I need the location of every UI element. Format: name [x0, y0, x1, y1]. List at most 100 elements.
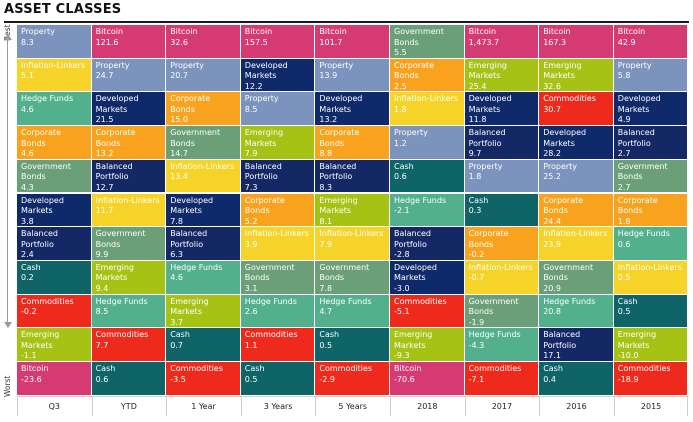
- cell-value: 13.2: [319, 115, 338, 125]
- cell-cash: Cash 0.5: [613, 294, 689, 329]
- cell-commodities: Commodities -2.9: [315, 362, 390, 396]
- cell-label: Inflation-Linkers: [170, 161, 235, 171]
- cell-label: Government Bonds: [617, 161, 668, 182]
- cell-label: Corporate Bonds: [170, 94, 211, 114]
- cell-label: Emerging Markets: [21, 330, 60, 350]
- cell-property: Property 5.8: [613, 58, 689, 93]
- cell-label: Bitcoin: [244, 27, 273, 36]
- cell-label: Emerging Markets: [468, 60, 507, 81]
- cell-value: -1.1: [21, 351, 37, 361]
- cell-value: 4.6: [21, 104, 34, 114]
- cell-label: Government Bonds: [95, 229, 146, 249]
- cell-value: -0.7: [468, 273, 485, 283]
- cell-inflation-linkers: Inflation-Linkers 11.7: [91, 193, 167, 228]
- up-arrow-icon: [4, 34, 12, 40]
- cell-label: Inflation-Linkers: [244, 229, 309, 239]
- cell-label: Emerging Markets: [244, 128, 284, 148]
- cell-value: 14.7: [170, 149, 188, 159]
- cell-value: 20.7: [170, 71, 188, 81]
- cell-value: 8.8: [319, 149, 333, 159]
- cell-emerging-markets: Emerging Markets -10.0: [613, 328, 689, 362]
- cell-label: Commodities: [617, 364, 671, 373]
- cell-inflation-linkers: Inflation-Linkers 3.9: [240, 227, 316, 261]
- cell-value: 0.2: [21, 273, 34, 283]
- cell-value: 1,473.7: [468, 37, 500, 47]
- cell-value: 11.7: [95, 206, 114, 215]
- cell-label: Inflation-Linkers: [468, 262, 533, 272]
- cell-bitcoin: Bitcoin 167.3: [539, 25, 614, 59]
- cell-value: -10.0: [617, 351, 639, 361]
- cell-corporate-bonds: Corporate Bonds 5.2: [240, 193, 316, 228]
- cell-label: Commodities: [394, 296, 447, 306]
- cell-cash: Cash 0.5: [315, 328, 390, 362]
- cell-corporate-bonds: Corporate Bonds 2.5: [390, 58, 465, 93]
- cell-corporate-bonds: Corporate Bonds -0.2: [464, 227, 540, 261]
- cell-label: Inflation-Linkers: [21, 60, 86, 70]
- cell-corporate-bonds: Corporate Bonds 8.8: [315, 126, 390, 160]
- cell-value: 1.2: [394, 138, 407, 148]
- cell-label: Corporate Bonds: [394, 60, 434, 81]
- cell-label: Cash: [617, 296, 638, 306]
- cell-property: Property 13.9: [315, 58, 390, 93]
- cell-corporate-bonds: Corporate Bonds 13.2: [91, 126, 167, 160]
- cell-value: 12.2: [244, 81, 263, 91]
- cell-value: 13.9: [319, 71, 338, 81]
- cell-balanced-portfolio: Balanced Portfolio 6.3: [166, 227, 241, 261]
- cell-label: Developed Markets: [21, 195, 64, 216]
- cell-label: Developed Markets: [468, 94, 512, 114]
- cell-label: Balanced Portfolio: [21, 229, 58, 249]
- cell-bitcoin: Bitcoin 32.6: [166, 25, 241, 59]
- cell-value: 20.9: [543, 283, 561, 293]
- cell-label: Hedge Funds: [617, 229, 670, 239]
- cell-value: 32.6: [543, 81, 561, 91]
- cell-value: 17.1: [543, 351, 561, 361]
- column-header-2018: 2018: [417, 402, 438, 411]
- cell-value: 8.1: [319, 216, 333, 226]
- cell-government-bonds: Government Bonds 2.7: [613, 159, 689, 194]
- cell-emerging-markets: Emerging Markets 7.9: [240, 126, 316, 160]
- cell-label: Government Bonds: [170, 128, 221, 148]
- cell-government-bonds: Government Bonds 20.9: [539, 260, 614, 295]
- cell-property: Property 8.3: [17, 25, 92, 59]
- cell-label: Hedge Funds: [244, 296, 297, 306]
- cell-property: Property 24.7: [91, 58, 167, 93]
- cell-label: Property: [170, 60, 205, 70]
- cell-value: 3.1: [244, 283, 258, 293]
- cell-hedge-funds: Hedge Funds 0.6: [613, 227, 689, 261]
- cell-label: Commodities: [95, 330, 149, 340]
- cell-label: Commodities: [170, 364, 223, 373]
- cell-value: 23.9: [543, 239, 561, 249]
- header-divider: [17, 396, 689, 397]
- cell-label: Hedge Funds: [468, 330, 521, 340]
- cell-bitcoin: Bitcoin -70.6: [390, 362, 465, 396]
- cell-value: 2.7: [617, 182, 631, 192]
- cell-label: Cash: [21, 262, 41, 272]
- cell-balanced-portfolio: Balanced Portfolio 2.4: [17, 227, 92, 261]
- cell-bitcoin: Bitcoin 1,473.7: [464, 25, 540, 59]
- cell-inflation-linkers: Inflation-Linkers 7.9: [315, 227, 390, 261]
- cell-value: 0.3: [468, 206, 482, 215]
- cell-value: -1.9: [468, 317, 485, 327]
- cell-label: Hedge Funds: [394, 195, 447, 205]
- cell-label: Corporate Bonds: [21, 128, 61, 148]
- cell-inflation-linkers: Inflation-Linkers 1.8: [390, 92, 465, 127]
- cell-value: -4.3: [468, 340, 485, 350]
- cell-value: 6.3: [170, 250, 183, 260]
- cell-property: Property 8.5: [240, 92, 316, 127]
- cell-government-bonds: Government Bonds 14.7: [166, 126, 241, 160]
- rank-axis-line: [7, 40, 8, 322]
- cell-commodities: Commodities -5.1: [390, 294, 465, 329]
- cell-value: -3.0: [394, 283, 410, 293]
- cell-value: 24.7: [95, 71, 114, 81]
- cell-label: Emerging Markets: [617, 330, 657, 350]
- cell-value: 4.6: [170, 273, 183, 283]
- cell-government-bonds: Government Bonds 7.8: [315, 260, 390, 295]
- cell-label: Balanced Portfolio: [244, 161, 282, 182]
- cell-label: Emerging Markets: [319, 195, 358, 216]
- cell-value: 0.6: [617, 239, 631, 249]
- column-separator: [464, 396, 466, 416]
- cell-label: Government Bonds: [394, 27, 444, 47]
- cell-value: -3.5: [170, 374, 186, 384]
- cell-government-bonds: Government Bonds 3.1: [240, 260, 316, 295]
- cell-label: Government Bonds: [468, 296, 519, 317]
